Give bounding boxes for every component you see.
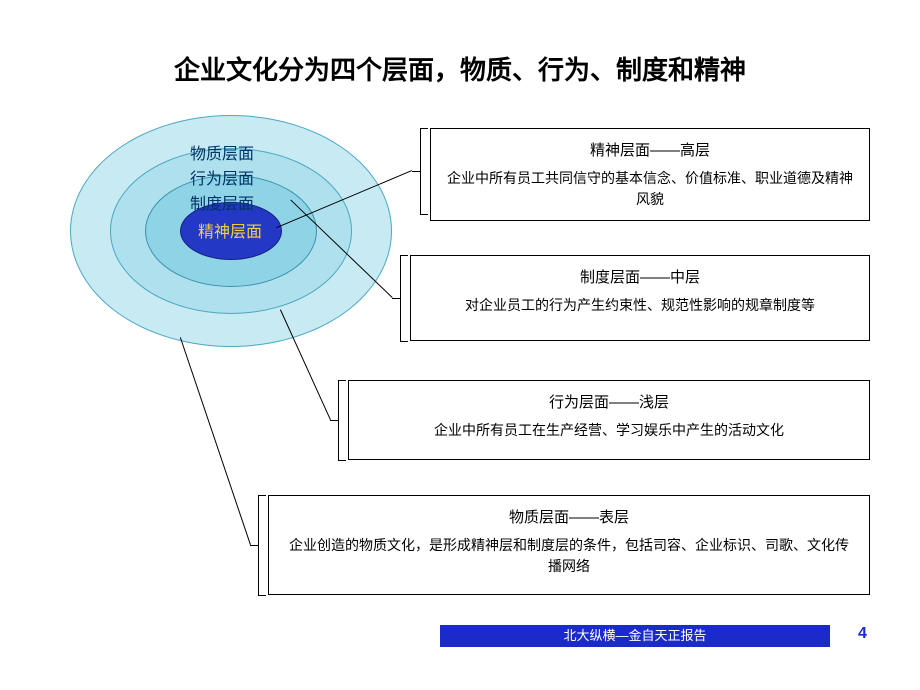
info-box-3: 物质层面——表层企业创造的物质文化，是形成精神层和制度层的条件，包括司容、企业标… bbox=[268, 495, 870, 595]
info-box-body: 企业中所有员工在生产经营、学习娱乐中产生的活动文化 bbox=[365, 420, 853, 441]
info-box-title: 制度层面——中层 bbox=[427, 266, 853, 287]
bracket-tick-bot-2 bbox=[338, 460, 346, 461]
info-box-0: 精神层面——高层企业中所有员工共同信守的基本信念、价值标准、职业道德及精神风貌 bbox=[430, 128, 870, 221]
info-box-title: 物质层面——表层 bbox=[285, 506, 853, 527]
info-box-body: 企业中所有员工共同信守的基本信念、价值标准、职业道德及精神风貌 bbox=[447, 168, 853, 210]
bracket-v-0 bbox=[420, 128, 421, 214]
bracket-v-3 bbox=[258, 495, 259, 595]
bracket-nub-2 bbox=[330, 420, 338, 421]
info-box-body: 企业创造的物质文化，是形成精神层和制度层的条件，包括司容、企业标识、司歌、文化传… bbox=[285, 535, 853, 577]
bracket-nub-3 bbox=[250, 545, 258, 546]
page-number: 4 bbox=[858, 625, 867, 643]
info-box-body: 对企业员工的行为产生约束性、规范性影响的规章制度等 bbox=[427, 295, 853, 316]
bracket-tick-top-0 bbox=[420, 128, 428, 129]
page-title: 企业文化分为四个层面，物质、行为、制度和精神 bbox=[0, 50, 920, 87]
connector-3 bbox=[180, 338, 251, 545]
ring-label-1: 行为层面 bbox=[190, 165, 254, 189]
info-box-title: 精神层面——高层 bbox=[447, 139, 853, 160]
bracket-v-2 bbox=[338, 380, 339, 460]
bracket-tick-top-3 bbox=[258, 495, 266, 496]
bracket-tick-top-1 bbox=[400, 255, 408, 256]
bracket-nub-0 bbox=[412, 171, 420, 172]
bracket-v-1 bbox=[400, 255, 401, 341]
ring-label-3: 精神层面 bbox=[198, 218, 262, 242]
info-box-1: 制度层面——中层对企业员工的行为产生约束性、规范性影响的规章制度等 bbox=[410, 255, 870, 341]
info-box-title: 行为层面——浅层 bbox=[365, 391, 853, 412]
bracket-tick-bot-3 bbox=[258, 595, 266, 596]
bracket-tick-bot-1 bbox=[400, 341, 408, 342]
bracket-nub-1 bbox=[392, 298, 400, 299]
bracket-tick-bot-0 bbox=[420, 214, 428, 215]
ring-label-0: 物质层面 bbox=[190, 140, 254, 164]
footer-bar: 北大纵横—金自天正报告 bbox=[440, 625, 830, 647]
info-box-2: 行为层面——浅层企业中所有员工在生产经营、学习娱乐中产生的活动文化 bbox=[348, 380, 870, 460]
ring-label-2: 制度层面 bbox=[190, 190, 254, 214]
bracket-tick-top-2 bbox=[338, 380, 346, 381]
